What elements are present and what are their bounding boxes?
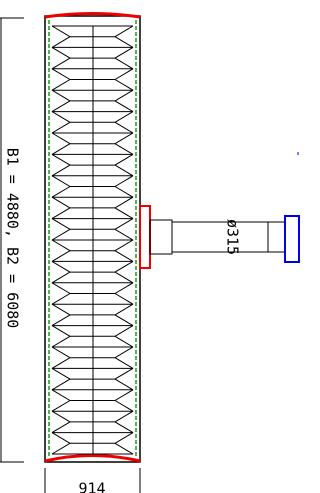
- panel-line: [52, 422, 70, 433]
- panel-line: [52, 69, 70, 80]
- panel-line: [52, 336, 70, 347]
- panel-line: [115, 304, 133, 315]
- panel-line: [115, 251, 133, 262]
- panel-line: [52, 294, 70, 305]
- panel-line: [52, 219, 70, 230]
- panel-line: [52, 154, 70, 165]
- panel-line: [52, 90, 70, 101]
- panel-line: [115, 443, 133, 454]
- panel-line: [52, 283, 70, 294]
- panel-line: [115, 433, 133, 444]
- panel-line: [52, 122, 70, 133]
- panel-line: [52, 26, 70, 37]
- panel-line: [52, 229, 70, 240]
- panel-line: [115, 26, 133, 37]
- panel-line: [52, 401, 70, 412]
- panel-line: [115, 197, 133, 208]
- panel-line: [52, 176, 70, 187]
- panel-line: [52, 101, 70, 112]
- panel-line: [52, 272, 70, 283]
- panel-line: [115, 208, 133, 219]
- panel-line: [52, 165, 70, 176]
- panel-line: [115, 283, 133, 294]
- panel-line: [52, 433, 70, 444]
- panel-line: [52, 47, 70, 58]
- panel-line: [115, 315, 133, 326]
- panel-line: [115, 144, 133, 155]
- panel-line: [115, 90, 133, 101]
- panel-line: [52, 58, 70, 69]
- panel-line: [115, 411, 133, 422]
- panel-line: [52, 144, 70, 155]
- panel-line: [115, 69, 133, 80]
- panel-line: [115, 261, 133, 272]
- panel-line: [115, 47, 133, 58]
- panel-line: [52, 240, 70, 251]
- panel-line: [115, 112, 133, 123]
- panel-line: [52, 379, 70, 390]
- panel-line: [115, 326, 133, 337]
- panel-line: [52, 347, 70, 358]
- panel-line: [115, 390, 133, 401]
- panel-line: [52, 251, 70, 262]
- panel-line: [115, 165, 133, 176]
- panel-line: [52, 315, 70, 326]
- width-label: 914: [78, 480, 105, 493]
- panel-line: [52, 368, 70, 379]
- panel-line: [115, 294, 133, 305]
- panel-line: [115, 347, 133, 358]
- panel-line: [115, 219, 133, 230]
- panel-line: [115, 401, 133, 412]
- panel-line: [115, 272, 133, 283]
- panel-line: [115, 101, 133, 112]
- panel-line: [115, 154, 133, 165]
- panel-line: [52, 187, 70, 198]
- panel-line: [115, 176, 133, 187]
- panel-line: [52, 197, 70, 208]
- panel-line: [52, 390, 70, 401]
- panel-line: [115, 58, 133, 69]
- panel-line: [52, 208, 70, 219]
- pipe: [140, 152, 299, 268]
- panel-line: [115, 336, 133, 347]
- panel-line: [52, 443, 70, 454]
- panel-line: [115, 379, 133, 390]
- panel-line: [115, 358, 133, 369]
- panel-line: [52, 326, 70, 337]
- height-label: B1 = 4880, B2 = 6080: [4, 148, 22, 329]
- panel-line: [115, 122, 133, 133]
- panel-line: [115, 368, 133, 379]
- panel-line: [115, 229, 133, 240]
- panel-line: [52, 112, 70, 123]
- panel-line: [115, 37, 133, 48]
- panel-line: [115, 187, 133, 198]
- panel-line: [52, 261, 70, 272]
- panel-line: [52, 411, 70, 422]
- panel-line: [115, 133, 133, 144]
- panel-line: [115, 422, 133, 433]
- drawing: B1 = 4880, B2 = 6080 914 ø315: [0, 0, 313, 493]
- panel-line: [52, 80, 70, 91]
- pipe-diameter-label: ø315: [224, 219, 242, 255]
- panel-line: [52, 304, 70, 315]
- panel-line: [52, 358, 70, 369]
- screen-body: [45, 14, 140, 463]
- panel-line: [52, 37, 70, 48]
- panel-line: [115, 80, 133, 91]
- panel-line: [52, 133, 70, 144]
- panel-line: [115, 240, 133, 251]
